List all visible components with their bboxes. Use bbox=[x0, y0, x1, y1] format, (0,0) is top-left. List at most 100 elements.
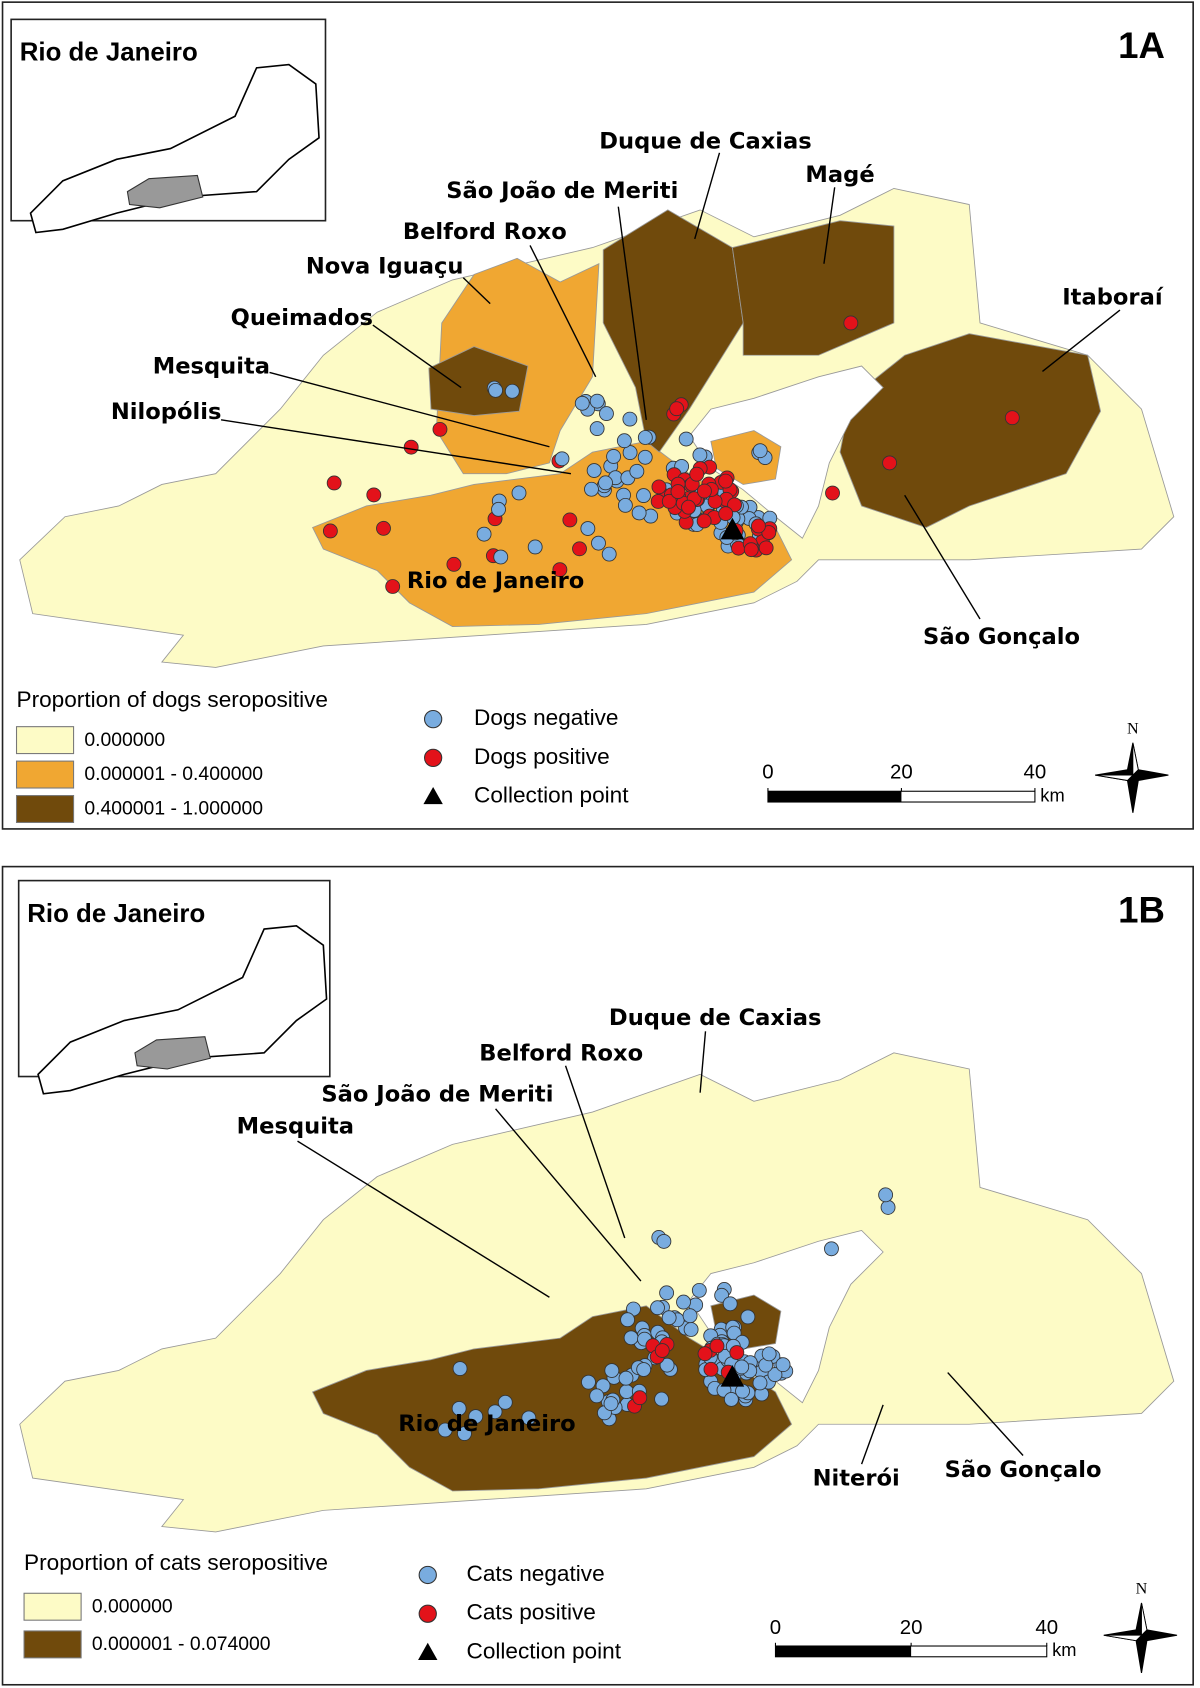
legend-label: Dogs negative bbox=[474, 705, 618, 730]
sample-point bbox=[703, 1361, 719, 1377]
sample-point bbox=[616, 433, 632, 449]
inset-title: Rio de Janeiro bbox=[27, 900, 205, 928]
compass-light bbox=[1095, 742, 1139, 781]
leader-line bbox=[220, 419, 572, 475]
sample-point bbox=[497, 1394, 513, 1410]
place-label: São João de Meriti bbox=[446, 178, 678, 204]
place-label: Itaboraí bbox=[1062, 285, 1164, 311]
collection-point bbox=[720, 517, 745, 540]
map-panel: Duque de Caxias São João de Meriti Belford… bbox=[1, 1, 1194, 830]
sample-point bbox=[1004, 410, 1020, 426]
scale-label: 0 bbox=[762, 760, 773, 783]
sample-point bbox=[767, 1367, 783, 1383]
legend-label: Collection point bbox=[474, 783, 629, 808]
sample-point bbox=[385, 579, 401, 594]
place-label: Belford Roxo bbox=[479, 1040, 643, 1066]
place-label: Rio de Janeiro bbox=[407, 568, 584, 594]
sample-point bbox=[650, 1300, 665, 1316]
place-label: São João de Meriti bbox=[321, 1081, 553, 1107]
inset-state bbox=[37, 924, 328, 1095]
leader-line bbox=[823, 187, 836, 264]
region bbox=[428, 346, 529, 416]
scale-label: 40 bbox=[1024, 760, 1047, 783]
legend-marker bbox=[423, 786, 443, 805]
sample-point bbox=[723, 1391, 739, 1407]
sample-point bbox=[651, 479, 667, 495]
sample-point bbox=[761, 1346, 777, 1362]
sample-point bbox=[493, 549, 509, 565]
leader-line bbox=[860, 1404, 884, 1465]
sample-point bbox=[572, 541, 587, 557]
sample-point bbox=[824, 1241, 839, 1257]
sample-point bbox=[743, 542, 759, 558]
sample-point bbox=[696, 513, 712, 529]
sample-point bbox=[581, 1374, 596, 1390]
sample-point bbox=[697, 1346, 713, 1362]
sample-point bbox=[683, 1322, 699, 1337]
leader-line bbox=[947, 1372, 1024, 1456]
place-label: Mesquita bbox=[153, 354, 270, 380]
legend-label: 0.000000 bbox=[92, 1595, 173, 1617]
sample-point bbox=[758, 540, 774, 556]
leader-line bbox=[269, 371, 550, 448]
sample-point bbox=[366, 487, 382, 503]
place-label: Belford Roxo bbox=[403, 219, 567, 245]
sample-point bbox=[622, 445, 638, 460]
compass-north: N bbox=[1127, 721, 1139, 738]
sample-point bbox=[446, 556, 462, 572]
sample-point bbox=[589, 393, 605, 409]
sample-point bbox=[623, 1330, 639, 1346]
legend-label: Collection point bbox=[467, 1638, 622, 1663]
sample-point bbox=[709, 1338, 725, 1354]
leader-line bbox=[297, 1140, 550, 1298]
sample-point bbox=[599, 406, 614, 422]
legend-label: Cats negative bbox=[467, 1561, 605, 1586]
sample-point bbox=[584, 481, 599, 497]
sample-point bbox=[622, 411, 638, 427]
legend-marker bbox=[423, 748, 443, 768]
sample-point bbox=[752, 1375, 768, 1391]
sample-point bbox=[682, 1308, 698, 1324]
sample-point bbox=[620, 1312, 636, 1328]
sample-point bbox=[601, 546, 617, 562]
sample-point bbox=[670, 484, 686, 500]
sample-point bbox=[734, 1359, 750, 1375]
panel-label: 1B bbox=[1118, 890, 1165, 931]
collection-point bbox=[720, 1365, 745, 1387]
sample-point bbox=[511, 485, 527, 501]
place-label: Niterói bbox=[813, 1466, 900, 1492]
place-label: Duque de Caxias bbox=[609, 1005, 822, 1031]
sample-point bbox=[326, 475, 342, 491]
legend-label: Dogs positive bbox=[474, 744, 610, 769]
sample-point bbox=[527, 539, 543, 555]
sample-point bbox=[451, 1401, 467, 1416]
sample-point bbox=[691, 1282, 707, 1298]
map-panel: Duque de Caxias Belford Roxo São João de M… bbox=[1, 865, 1194, 1686]
legend-swatch bbox=[23, 1630, 82, 1659]
sample-point bbox=[574, 395, 590, 411]
place-label: Mesquita bbox=[237, 1114, 354, 1140]
panel-label: 1A bbox=[1118, 25, 1165, 66]
scale-unit: km bbox=[1040, 784, 1064, 805]
sample-point bbox=[376, 520, 391, 536]
legend-marker bbox=[418, 1604, 437, 1623]
scale-label: 20 bbox=[900, 1616, 923, 1639]
sample-point bbox=[722, 1296, 738, 1312]
sample-point bbox=[589, 421, 605, 437]
leader-line bbox=[529, 245, 597, 378]
leader-line bbox=[699, 1031, 707, 1093]
legend-marker bbox=[418, 1565, 437, 1585]
region bbox=[19, 1052, 1175, 1533]
sample-point bbox=[681, 499, 696, 515]
leader-line bbox=[462, 277, 491, 305]
sample-point bbox=[775, 1357, 791, 1373]
sample-point bbox=[554, 451, 570, 467]
legend-swatch bbox=[15, 726, 75, 755]
sample-point bbox=[689, 466, 705, 482]
compass bbox=[1095, 742, 1169, 813]
sample-point bbox=[654, 1343, 670, 1358]
scale-label: 0 bbox=[770, 1616, 781, 1639]
sample-point bbox=[729, 1345, 745, 1360]
sample-point bbox=[718, 473, 734, 489]
